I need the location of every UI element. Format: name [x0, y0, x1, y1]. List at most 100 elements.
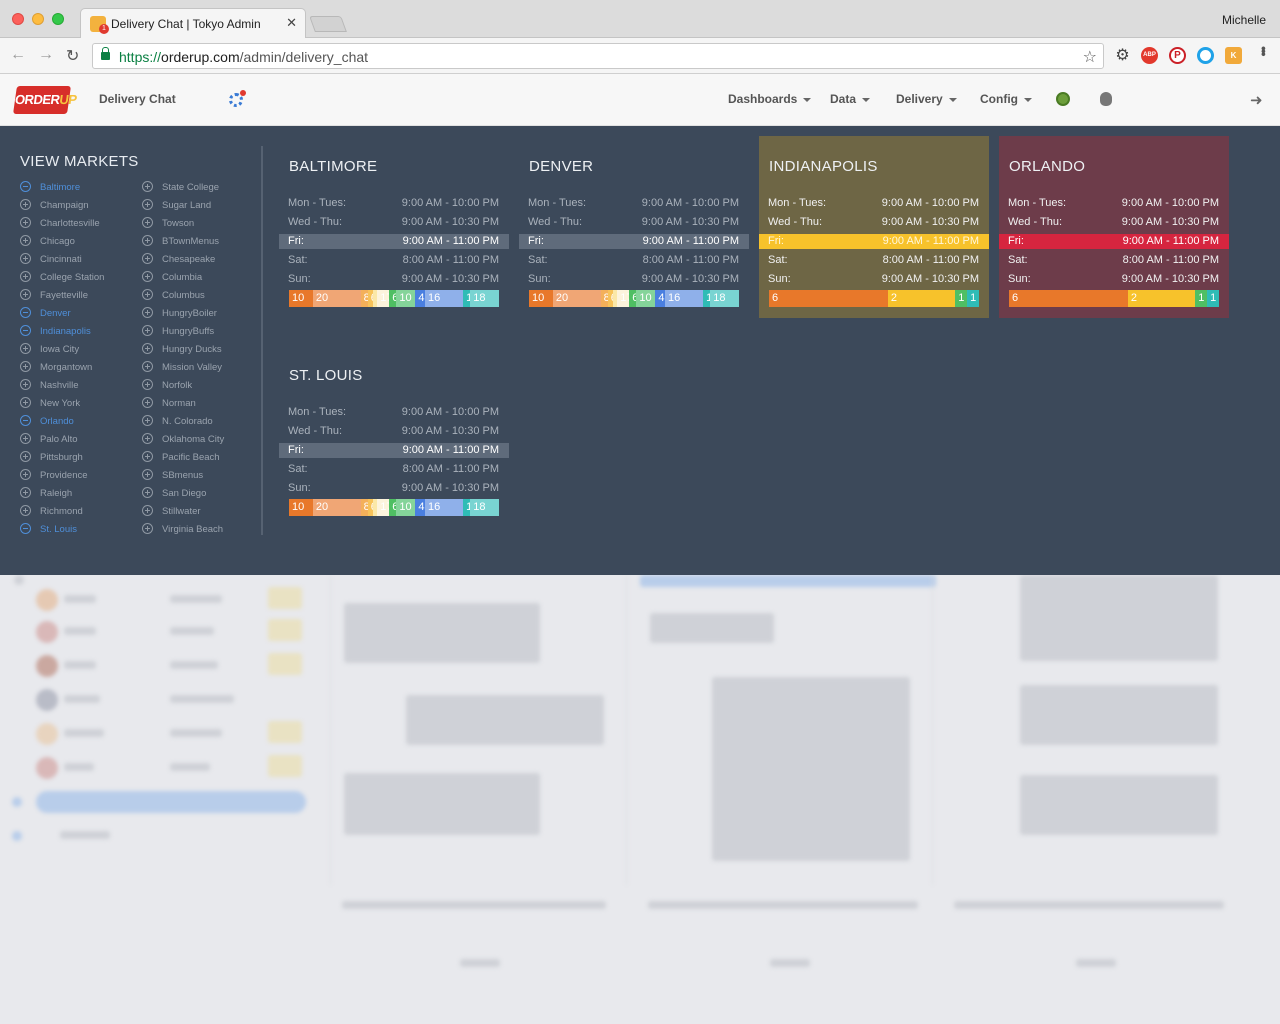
- settings-cog-icon[interactable]: [229, 90, 246, 107]
- market-item-stillwater[interactable]: Stillwater: [142, 503, 260, 521]
- nav-delivery[interactable]: Delivery: [896, 92, 957, 106]
- bar-segment[interactable]: 17: [377, 499, 390, 516]
- close-window-button[interactable]: [12, 13, 24, 25]
- bar-segment[interactable]: [612, 290, 618, 307]
- bar-segment[interactable]: 16: [664, 290, 704, 307]
- market-item-pacific-beach[interactable]: Pacific Beach: [142, 449, 260, 467]
- bar-segment[interactable]: 1: [955, 290, 968, 307]
- market-item-hungry-ducks[interactable]: Hungry Ducks: [142, 341, 260, 359]
- market-item-indianapolis[interactable]: Indianapolis: [20, 323, 142, 341]
- bar-segment[interactable]: 10: [396, 290, 416, 307]
- market-card-indianapolis[interactable]: INDIANAPOLIS Mon - Tues: 9:00 AM - 10:00 P…: [759, 136, 989, 318]
- reload-icon[interactable]: ↻: [66, 48, 80, 65]
- market-item-virginia-beach[interactable]: Virginia Beach: [142, 521, 260, 539]
- market-item-palo-alto[interactable]: Palo Alto: [20, 431, 142, 449]
- bar-segment[interactable]: 8: [600, 290, 608, 307]
- market-item-hungrybuffs[interactable]: HungryBuffs: [142, 323, 260, 341]
- market-item-btownmenus[interactable]: BTownMenus: [142, 233, 260, 251]
- market-card-st-louis[interactable]: ST. LOUIS Mon - Tues: 9:00 AM - 10:00 PM We…: [279, 345, 509, 527]
- bar-segment[interactable]: 16: [424, 290, 464, 307]
- browser-tab[interactable]: 1 Delivery Chat | Tokyo Admin ✕: [80, 8, 306, 38]
- url-text[interactable]: https://orderup.com/admin/delivery_chat: [119, 49, 368, 65]
- menu-icon[interactable]: •••: [1256, 46, 1272, 55]
- market-item-norman[interactable]: Norman: [142, 395, 260, 413]
- market-item-morgantown[interactable]: Morgantown: [20, 359, 142, 377]
- orderup-logo[interactable]: ORDERUP: [13, 86, 78, 114]
- bar-segment[interactable]: 4: [415, 499, 425, 516]
- bar-segment[interactable]: 4: [415, 290, 425, 307]
- market-item-charlottesville[interactable]: Charlottesville: [20, 215, 142, 233]
- globe-icon[interactable]: [1056, 92, 1070, 106]
- nav-data[interactable]: Data: [830, 92, 870, 106]
- order-status-bar[interactable]: 10208617610416118: [289, 499, 499, 516]
- bar-segment[interactable]: 1: [463, 290, 471, 307]
- market-item-providence[interactable]: Providence: [20, 467, 142, 485]
- tab-close-icon[interactable]: ✕: [286, 15, 297, 30]
- bar-segment[interactable]: 6: [389, 499, 397, 516]
- bar-segment[interactable]: 10: [289, 290, 313, 307]
- bar-segment[interactable]: 6: [769, 290, 888, 307]
- order-status-bar[interactable]: 10208617610416118: [529, 290, 739, 307]
- bug-icon[interactable]: [1100, 92, 1112, 106]
- bar-segment[interactable]: 1: [463, 499, 471, 516]
- bar-segment[interactable]: 16: [424, 499, 464, 516]
- market-item-pittsburgh[interactable]: Pittsburgh: [20, 449, 142, 467]
- bar-segment[interactable]: 6: [389, 290, 397, 307]
- market-item-sugar-land[interactable]: Sugar Land: [142, 197, 260, 215]
- bar-segment[interactable]: 10: [396, 499, 416, 516]
- bar-segment[interactable]: 6: [1009, 290, 1128, 307]
- bar-segment[interactable]: 18: [710, 290, 739, 307]
- bar-segment[interactable]: 1: [1207, 290, 1219, 307]
- bar-segment[interactable]: 8: [360, 499, 368, 516]
- bar-segment[interactable]: 18: [470, 290, 499, 307]
- bar-segment[interactable]: 6: [367, 499, 373, 516]
- circle-icon[interactable]: [1197, 47, 1214, 64]
- market-item-towson[interactable]: Towson: [142, 215, 260, 233]
- bar-segment[interactable]: 20: [312, 499, 361, 516]
- star-icon[interactable]: ☆: [1082, 49, 1097, 66]
- market-item-columbia[interactable]: Columbia: [142, 269, 260, 287]
- bar-segment[interactable]: 6: [629, 290, 637, 307]
- bar-segment[interactable]: 1: [1195, 290, 1208, 307]
- market-item-norfolk[interactable]: Norfolk: [142, 377, 260, 395]
- market-item-oklahoma-city[interactable]: Oklahoma City: [142, 431, 260, 449]
- bar-segment[interactable]: 10: [636, 290, 656, 307]
- back-icon[interactable]: ←: [10, 46, 26, 63]
- market-item-champaign[interactable]: Champaign: [20, 197, 142, 215]
- forward-icon[interactable]: →: [38, 46, 54, 63]
- bar-segment[interactable]: 6: [607, 290, 613, 307]
- bar-segment[interactable]: 20: [312, 290, 361, 307]
- market-item-denver[interactable]: Denver: [20, 305, 142, 323]
- market-item-chesapeake[interactable]: Chesapeake: [142, 251, 260, 269]
- order-status-bar[interactable]: 10208617610416118: [289, 290, 499, 307]
- bar-segment[interactable]: 10: [289, 499, 313, 516]
- market-item-st-louis[interactable]: St. Louis: [20, 521, 142, 539]
- logout-icon[interactable]: ➜: [1250, 92, 1263, 109]
- market-item-hungryboiler[interactable]: HungryBoiler: [142, 305, 260, 323]
- bar-segment[interactable]: 6: [367, 290, 373, 307]
- bar-segment[interactable]: 20: [552, 290, 601, 307]
- nav-dashboards[interactable]: Dashboards: [728, 92, 811, 106]
- market-item-nashville[interactable]: Nashville: [20, 377, 142, 395]
- market-item-raleigh[interactable]: Raleigh: [20, 485, 142, 503]
- bar-segment[interactable]: 8: [360, 290, 368, 307]
- market-card-denver[interactable]: DENVER Mon - Tues: 9:00 AM - 10:00 PM Wed -…: [519, 136, 749, 318]
- pinterest-icon[interactable]: P: [1169, 47, 1186, 64]
- browser-profile-name[interactable]: Michelle: [1221, 13, 1266, 27]
- bar-segment[interactable]: [372, 290, 378, 307]
- market-item-baltimore[interactable]: Baltimore: [20, 179, 142, 197]
- bar-segment[interactable]: 18: [470, 499, 499, 516]
- bar-segment[interactable]: [372, 499, 378, 516]
- extension-icon[interactable]: K: [1225, 47, 1242, 64]
- bar-segment[interactable]: 2: [887, 290, 956, 307]
- minimize-window-button[interactable]: [32, 13, 44, 25]
- market-item-mission-valley[interactable]: Mission Valley: [142, 359, 260, 377]
- market-item-n-colorado[interactable]: N. Colorado: [142, 413, 260, 431]
- market-item-sbmenus[interactable]: SBmenus: [142, 467, 260, 485]
- gear-icon[interactable]: ⚙: [1115, 47, 1130, 64]
- market-item-new-york[interactable]: New York: [20, 395, 142, 413]
- adblock-icon[interactable]: ABP: [1141, 47, 1158, 64]
- market-card-orlando[interactable]: ORLANDO Mon - Tues: 9:00 AM - 10:00 PM Wed …: [999, 136, 1229, 318]
